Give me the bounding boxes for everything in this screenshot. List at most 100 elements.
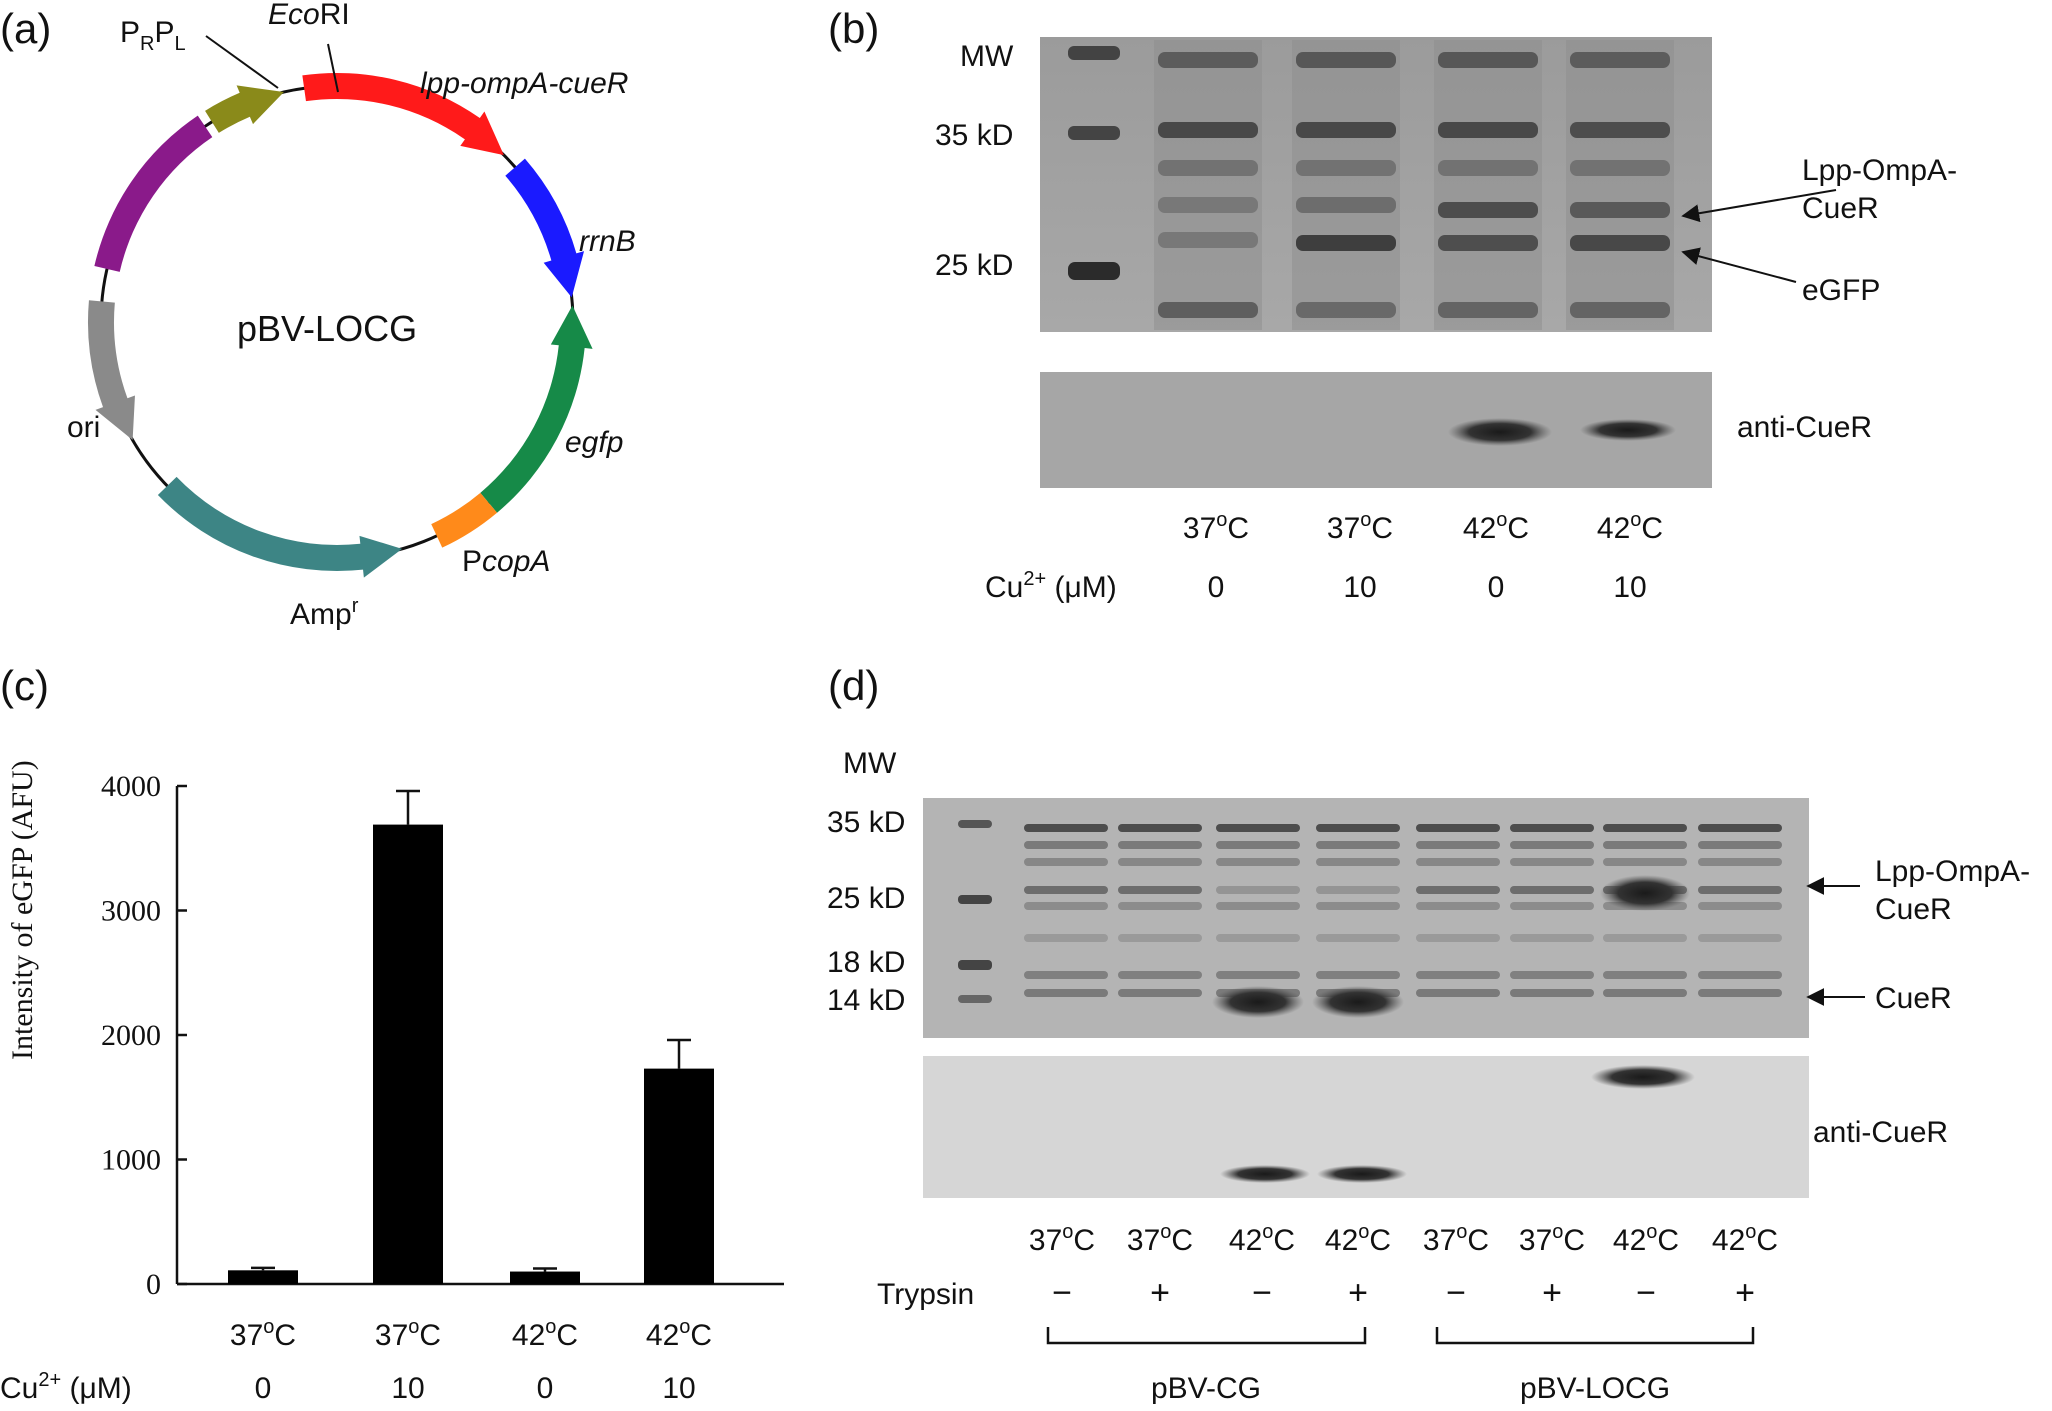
panel-d-band-lpp-2: CueR: [1875, 893, 1952, 926]
bar: [228, 1270, 298, 1284]
panel-d: (d) MW 35 kD 25 kD 18 kD 14 kD Lpp-OmpA-…: [827, 662, 2030, 1405]
egfp-segment: [480, 305, 593, 513]
panel-b-cu-3: 10: [1613, 571, 1646, 604]
panel-d-mw-label: MW: [843, 747, 897, 780]
panel-b-band-lpp-1: Lpp-OmpA-: [1802, 154, 1957, 187]
panel-d-marker-25: 25 kD: [827, 882, 905, 915]
trypsin-sign-5: +: [1542, 1274, 1562, 1312]
x-tick-label-1: 37oC: [375, 1316, 441, 1352]
panel-a: (a) PRPL EcoRI lpp-ompA-cueR rrnB egfp P…: [0, 0, 636, 631]
panel-d-temp-7: 42oC: [1712, 1221, 1778, 1257]
panel-d-marker-18: 18 kD: [827, 946, 905, 979]
rrnb-segment: [505, 158, 585, 298]
panel-c-cu-label: Cu2+ (μM): [0, 1369, 132, 1405]
group-pbv-cg: pBV-CG: [1151, 1372, 1261, 1405]
panel-b-band-lpp-2: CueR: [1802, 192, 1879, 225]
panel-d-temp-6: 42oC: [1613, 1221, 1679, 1257]
prpl-label: PRPL: [120, 16, 186, 55]
panel-b-marker-25: 25 kD: [935, 249, 1013, 282]
cu-value-1: 10: [391, 1372, 424, 1405]
egfp-label: egfp: [565, 426, 623, 459]
panel-b-cu-values: 0 10 0 10: [1208, 571, 1647, 604]
panel-b-cu-1: 10: [1343, 571, 1376, 604]
panel-b-mw-label: MW: [960, 40, 1014, 73]
prpl-segment: [205, 85, 284, 133]
ampr-label: Ampr: [290, 595, 359, 631]
panel-b-lpp-arrow: [1681, 189, 1837, 223]
x-tick-label-0: 37oC: [230, 1316, 296, 1352]
panel-c-label: (c): [0, 662, 49, 709]
panel-d-marker-35: 35 kD: [827, 806, 905, 839]
panel-d-gel: [923, 798, 1809, 1038]
trypsin-sign-3: +: [1348, 1274, 1368, 1312]
panel-c: (c) Intensity of eGFP (AFU) 0 10 0 0 2000 300…: [0, 662, 784, 1405]
y-tick-label: 3000: [101, 895, 161, 928]
trypsin-sign-1: +: [1150, 1274, 1170, 1312]
pcopa-segment: [431, 492, 498, 548]
y-tick-label: 2000: [101, 1019, 161, 1052]
panel-d-temp-2: 42oC: [1229, 1221, 1295, 1257]
panel-d-trypsin-signs: − + − + − + − +: [1052, 1274, 1755, 1312]
ampr-segment: [157, 476, 403, 578]
rrnb-label: rrnB: [579, 225, 636, 258]
panel-b-cu-2: 0: [1488, 571, 1505, 604]
panel-d-temp-3: 42oC: [1325, 1221, 1391, 1257]
panel-b-temp-3: 42oC: [1597, 509, 1663, 545]
panel-b: (b) MW 35 kD 25 kD Lpp-OmpA- CueR eGFP a…: [828, 5, 1957, 604]
panel-d-temp-4: 37oC: [1423, 1221, 1489, 1257]
panel-b-egfp-arrow: [1681, 247, 1797, 283]
panel-b-temp-2: 42oC: [1463, 509, 1529, 545]
cu-value-3: 10: [662, 1372, 695, 1405]
purple-segment: [94, 115, 213, 272]
bar: [644, 1068, 714, 1284]
panel-b-cu-0: 0: [1208, 571, 1225, 604]
panel-b-temp-0: 37oC: [1183, 509, 1249, 545]
trypsin-sign-0: −: [1052, 1274, 1072, 1312]
trypsin-sign-7: +: [1735, 1274, 1755, 1312]
panel-c-ylabel: Intensity of eGFP (AFU): [6, 760, 39, 1060]
cu-value-0: 0: [255, 1372, 272, 1405]
panel-d-label: (d): [828, 662, 879, 709]
panel-d-temp-5: 37oC: [1519, 1221, 1585, 1257]
lpp-ompa-cuer-segment: [302, 72, 504, 156]
bar: [373, 824, 443, 1284]
panel-d-temp-1: 37oC: [1127, 1221, 1193, 1257]
trypsin-sign-2: −: [1252, 1274, 1272, 1312]
bracket-pbv-cg: [1046, 1327, 1367, 1345]
group-pbv-locg: pBV-LOCG: [1520, 1372, 1670, 1405]
cu-value-2: 0: [537, 1372, 554, 1405]
panel-b-temperatures: 37oC 37oC 42oC 42oC: [1183, 509, 1663, 545]
x-tick-label-3: 42oC: [646, 1316, 712, 1352]
panel-d-temperatures: 37oC 37oC 42oC 42oC 37oC 37oC 42oC 42oC: [1029, 1221, 1778, 1257]
trypsin-sign-6: −: [1636, 1274, 1656, 1312]
pcopa-label: PcopA: [462, 545, 550, 578]
panel-d-trypsin-label: Trypsin: [877, 1278, 974, 1311]
panel-d-band-lpp-1: Lpp-OmpA-: [1875, 855, 2030, 888]
bar: [510, 1271, 580, 1284]
bracket-pbv-locg: [1435, 1327, 1755, 1345]
panel-d-temp-0: 37oC: [1029, 1221, 1095, 1257]
ecori-label: EcoRI: [268, 0, 350, 31]
panel-c-chart: 0 1000 2000 3000 4000 37oC 37oC 42oC 42oC 0 10 0 10: [101, 770, 784, 1405]
trypsin-sign-4: −: [1446, 1274, 1466, 1312]
x-tick-label-2: 42oC: [512, 1316, 578, 1352]
ori-label: ori: [67, 411, 100, 444]
panel-b-gel: [1040, 37, 1712, 332]
plasmid-segments: [87, 72, 593, 578]
y-tick-label: 0: [146, 1268, 161, 1301]
lpp-label: lpp-ompA-cueR: [420, 67, 628, 100]
panel-a-label: (a): [0, 5, 51, 52]
panel-b-marker-35: 35 kD: [935, 119, 1013, 152]
panel-d-band-cuer: CueR: [1875, 982, 1952, 1015]
plasmid-name: pBV-LOCG: [237, 308, 417, 349]
panel-b-temp-1: 37oC: [1327, 509, 1393, 545]
ecori-pointer: [327, 43, 339, 93]
prpl-pointer: [205, 35, 279, 89]
panel-b-cu-label: Cu2+ (μM): [985, 568, 1117, 604]
panel-b-label: (b): [828, 5, 879, 52]
panel-d-blot: [923, 1056, 1809, 1198]
ori-segment: [87, 300, 135, 440]
panel-d-marker-14: 14 kD: [827, 984, 905, 1017]
panel-b-band-egfp: eGFP: [1802, 274, 1880, 307]
